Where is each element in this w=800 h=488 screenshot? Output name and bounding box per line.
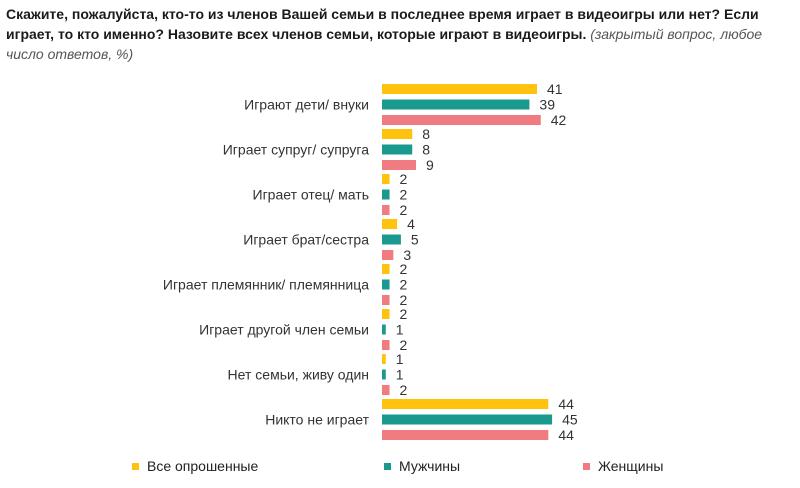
bar <box>382 279 390 290</box>
bar <box>382 324 386 335</box>
value-label: 2 <box>400 187 408 203</box>
value-label: 2 <box>400 261 408 277</box>
bar <box>382 385 390 395</box>
bar <box>382 309 390 319</box>
legend-item-women: Женщины <box>583 458 663 474</box>
question-note: (закрытый вопрос, любое число ответов, %… <box>6 26 763 62</box>
bar <box>382 354 386 364</box>
value-label: 41 <box>547 81 563 97</box>
bar <box>382 369 386 380</box>
question-text: Скажите, пожалуйста, кто-то из членов Ва… <box>6 6 759 42</box>
bar <box>382 399 549 409</box>
value-label: 39 <box>539 97 555 113</box>
legend-swatch-men <box>384 462 391 470</box>
bar <box>382 174 390 184</box>
bar <box>382 144 413 155</box>
bar <box>382 295 390 305</box>
value-label: 44 <box>558 427 574 443</box>
value-label: 8 <box>422 142 430 158</box>
chart-title: Скажите, пожалуйста, кто-то из членов Ва… <box>6 4 796 64</box>
legend: Все опрошенные Мужчины Женщины <box>0 458 800 478</box>
legend-item-all: Все опрошенные <box>132 458 258 474</box>
category-label: Никто не играет <box>265 412 369 428</box>
value-label: 3 <box>403 247 411 263</box>
legend-swatch-women <box>583 462 590 470</box>
bar <box>382 160 417 170</box>
legend-item-men: Мужчины <box>384 458 460 474</box>
category-label: Играет супруг/ супруга <box>223 142 369 158</box>
category-label: Играет брат/сестра <box>243 232 369 248</box>
value-label: 2 <box>400 171 408 187</box>
legend-label-women: Женщины <box>598 458 664 474</box>
legend-label-men: Мужчины <box>399 458 461 474</box>
bar <box>382 115 541 125</box>
value-label: 9 <box>426 157 434 173</box>
category-label: Нет семьи, живу один <box>228 367 369 383</box>
bar <box>382 340 390 350</box>
bar <box>382 84 537 94</box>
bar <box>382 430 549 440</box>
bar <box>382 264 390 274</box>
bar <box>382 234 401 245</box>
value-label: 2 <box>400 382 408 398</box>
value-label: 44 <box>558 396 574 412</box>
legend-swatch-all <box>132 462 139 470</box>
value-label: 2 <box>400 306 408 322</box>
value-label: 5 <box>411 232 419 248</box>
bar <box>382 205 390 215</box>
value-label: 2 <box>400 202 408 218</box>
value-label: 2 <box>400 337 408 353</box>
value-label: 4 <box>407 216 415 232</box>
value-label: 42 <box>551 112 567 128</box>
value-label: 8 <box>422 126 430 142</box>
bar <box>382 99 530 110</box>
legend-label-all: Все опрошенные <box>147 458 259 474</box>
bar <box>382 414 553 425</box>
bar <box>382 189 390 200</box>
value-label: 1 <box>396 322 404 338</box>
category-label: Играет племянник/ племянница <box>163 277 369 293</box>
bar <box>382 129 413 139</box>
category-label: Играет отец/ мать <box>253 187 370 203</box>
value-label: 2 <box>400 292 408 308</box>
value-label: 1 <box>396 367 404 383</box>
value-label: 45 <box>562 412 578 428</box>
value-label: 2 <box>400 277 408 293</box>
bar <box>382 250 394 260</box>
category-label: Играет другой член семьи <box>199 322 369 338</box>
category-label: Играют дети/ внуки <box>244 97 369 113</box>
bar <box>382 219 398 229</box>
value-label: 1 <box>396 351 404 367</box>
